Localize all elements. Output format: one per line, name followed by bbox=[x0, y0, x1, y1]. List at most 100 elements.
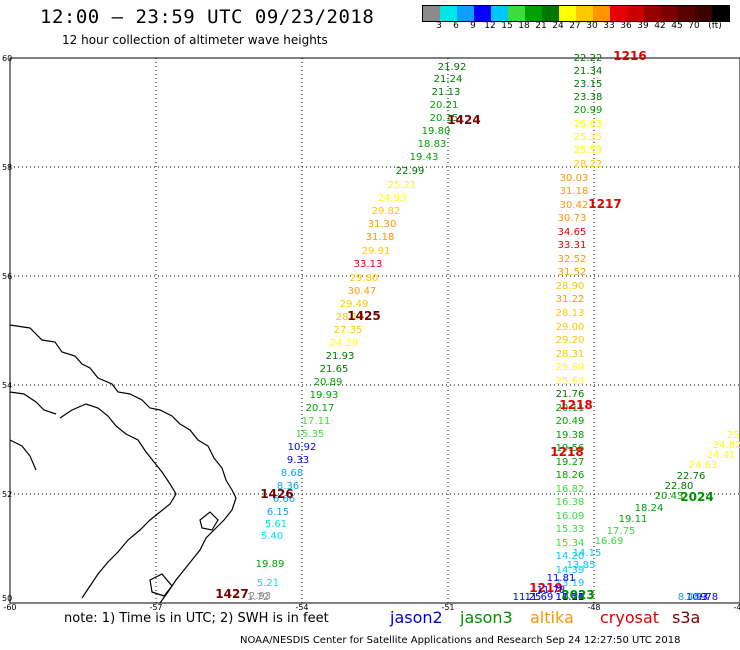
legend-label: 9 bbox=[470, 21, 476, 31]
legend-swatch bbox=[661, 6, 678, 21]
wave-height-value: 16.09 bbox=[556, 511, 585, 522]
wave-height-value: 27.35 bbox=[334, 325, 363, 336]
legend-label: (ft) bbox=[708, 21, 722, 31]
wave-height-value: 21.24 bbox=[434, 74, 463, 85]
wave-height-value: 19.80 bbox=[422, 126, 451, 137]
legend-swatch bbox=[474, 6, 491, 21]
wave-height-value: 29.91 bbox=[362, 246, 391, 257]
wave-height-value: 17.75 bbox=[607, 526, 636, 537]
wave-height-value: 21.93 bbox=[326, 351, 355, 362]
track-time-label: 1218 bbox=[550, 445, 583, 459]
wave-height-value: 32.52 bbox=[558, 254, 587, 265]
lat-label: 50 bbox=[2, 594, 12, 603]
wave-height-value: 29.49 bbox=[340, 299, 369, 310]
wave-height-value: 31.30 bbox=[368, 219, 397, 230]
wave-height-value: 29.80 bbox=[350, 273, 379, 284]
lat-label: 54 bbox=[2, 381, 12, 390]
wave-height-value: 11.25 bbox=[513, 592, 542, 603]
legend-swatch bbox=[457, 6, 474, 21]
wave-height-value: 28.90 bbox=[556, 281, 585, 292]
legend-label: 39 bbox=[637, 21, 649, 31]
satellite-jason2-label: jason2 bbox=[390, 608, 443, 627]
wave-height-value: 20.43 bbox=[655, 491, 684, 502]
wave-height-value: 24.82 bbox=[713, 440, 740, 451]
wave-height-value: 11.50 bbox=[556, 592, 585, 603]
wave-height-value: 22.22 bbox=[574, 53, 603, 64]
track-time-label: 2024 bbox=[680, 490, 713, 504]
legend-swatch bbox=[491, 6, 508, 21]
wave-height-value: 28.14 bbox=[336, 312, 365, 323]
lon-label: -54 bbox=[295, 603, 308, 612]
legend-swatch bbox=[593, 6, 610, 21]
legend-label: 42 bbox=[654, 21, 666, 31]
wave-height-value: 21.34 bbox=[574, 66, 603, 77]
note-text: note: 1) Time is in UTC; 2) SWH is in fe… bbox=[64, 611, 329, 626]
footer-credit: NOAA/NESDIS Center for Satellite Applica… bbox=[240, 635, 681, 646]
legend-label: 18 bbox=[518, 21, 530, 31]
legend-label: 21 bbox=[535, 21, 547, 31]
wave-height-value: 22.99 bbox=[396, 166, 425, 177]
wave-height-value: 21.13 bbox=[432, 87, 461, 98]
wave-height-value: 31.18 bbox=[560, 186, 589, 197]
wave-height-value: 5.40 bbox=[261, 531, 283, 542]
wave-height-value: 13.85 bbox=[567, 560, 596, 571]
legend-label: 45 bbox=[671, 21, 683, 31]
wave-height-value: 9. bbox=[700, 592, 710, 603]
coastline bbox=[9, 324, 237, 604]
wave-height-value: 34.65 bbox=[558, 227, 587, 238]
wave-height-value: 14.20 bbox=[556, 551, 585, 562]
legend-label: 6 bbox=[453, 21, 459, 31]
wave-height-value: 24.29 bbox=[330, 338, 359, 349]
legend-swatch bbox=[423, 6, 440, 21]
legend-label: 30 bbox=[586, 21, 598, 31]
legend-swatch bbox=[525, 6, 542, 21]
legend-label: 33 bbox=[603, 21, 615, 31]
wave-height-value: 18.24 bbox=[635, 503, 664, 514]
track-time-label: 1426 bbox=[260, 487, 293, 501]
wave-height-value: 29.00 bbox=[556, 322, 585, 333]
satellite-cryosat-label: cryosat bbox=[600, 608, 660, 627]
wave-height-value: 25.21 bbox=[388, 180, 417, 191]
wave-height-value: 22.76 bbox=[677, 471, 706, 482]
track-time-label: 1425 bbox=[347, 309, 380, 323]
track-time-label: 1424 bbox=[447, 113, 480, 127]
lat-label: 52 bbox=[2, 490, 12, 499]
wave-height-value: 15.34 bbox=[556, 538, 585, 549]
wave-height-value: 25.35 bbox=[574, 132, 603, 143]
lat-label: 60 bbox=[2, 54, 12, 63]
legend-label: 3 bbox=[436, 21, 442, 31]
lon-label: -45 bbox=[733, 603, 740, 612]
wave-height-value: 11.69 bbox=[525, 592, 554, 603]
wave-height-value: 24.63 bbox=[689, 460, 718, 471]
wave-height-value: 20.15 bbox=[430, 113, 459, 124]
lat-label: 58 bbox=[2, 163, 12, 172]
legend-swatch bbox=[610, 6, 627, 21]
wave-height-value: 9.78 bbox=[696, 592, 718, 603]
wave-height-value: 25.63 bbox=[556, 376, 585, 387]
legend-label: 27 bbox=[569, 21, 581, 31]
wave-height-value: 29.82 bbox=[372, 206, 401, 217]
wave-height-value: 30.03 bbox=[560, 173, 589, 184]
track-time-label: 1219 bbox=[529, 581, 562, 595]
wave-height-value: 8.36 bbox=[277, 481, 299, 492]
wave-height-value: 18.26 bbox=[556, 470, 585, 481]
wave-height-value: 31.52 bbox=[558, 267, 587, 278]
legend-label: 70 bbox=[688, 21, 700, 31]
page-subtitle: 12 hour collection of altimeter wave hei… bbox=[62, 33, 328, 47]
wave-height-value: 19.38 bbox=[556, 430, 585, 441]
wave-height-value: 16.38 bbox=[556, 497, 585, 508]
legend-label: 12 bbox=[484, 21, 496, 31]
wave-height-value: 15.33 bbox=[556, 524, 585, 535]
legend-swatch bbox=[678, 6, 695, 21]
legend-label: 36 bbox=[620, 21, 632, 31]
lon-label: -60 bbox=[3, 603, 16, 612]
wave-height-value: 6.15 bbox=[267, 507, 289, 518]
lon-label: -48 bbox=[587, 603, 600, 612]
track-time-label: 2023 bbox=[561, 588, 594, 602]
wave-height-value: 5.21 bbox=[257, 578, 279, 589]
page-title: 12:00 – 23:59 UTC 09/23/2018 bbox=[40, 6, 375, 28]
satellite-s3a-label: s3a bbox=[672, 608, 701, 627]
wave-height-value: 2.93 bbox=[249, 591, 271, 602]
wave-height-value: 11.71 bbox=[556, 592, 585, 603]
